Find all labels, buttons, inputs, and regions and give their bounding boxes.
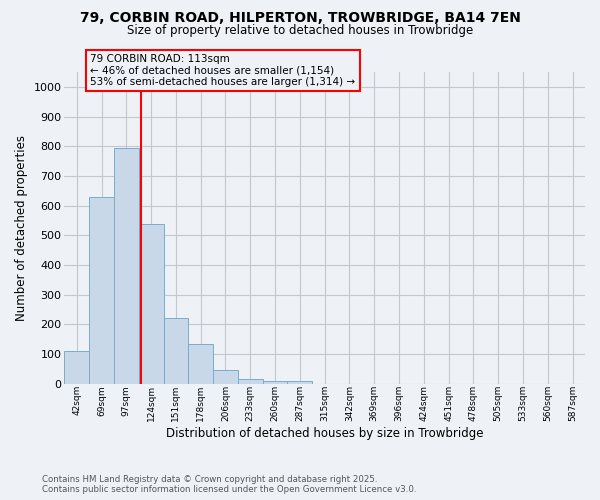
Bar [64,351,89,384]
Bar [238,379,263,384]
Text: Contains HM Land Registry data © Crown copyright and database right 2025.
Contai: Contains HM Land Registry data © Crown c… [42,474,416,494]
Text: Size of property relative to detached houses in Trowbridge: Size of property relative to detached ho… [127,24,473,37]
X-axis label: Distribution of detached houses by size in Trowbridge: Distribution of detached houses by size … [166,427,484,440]
Y-axis label: Number of detached properties: Number of detached properties [15,135,28,321]
Bar [164,318,188,384]
Bar [188,344,213,384]
Bar [89,197,114,384]
Bar [263,380,287,384]
Bar [114,148,139,384]
Text: 79, CORBIN ROAD, HILPERTON, TROWBRIDGE, BA14 7EN: 79, CORBIN ROAD, HILPERTON, TROWBRIDGE, … [80,11,520,25]
Bar [139,224,164,384]
Bar [287,380,312,384]
Bar [213,370,238,384]
Text: 79 CORBIN ROAD: 113sqm
← 46% of detached houses are smaller (1,154)
53% of semi-: 79 CORBIN ROAD: 113sqm ← 46% of detached… [91,54,355,87]
